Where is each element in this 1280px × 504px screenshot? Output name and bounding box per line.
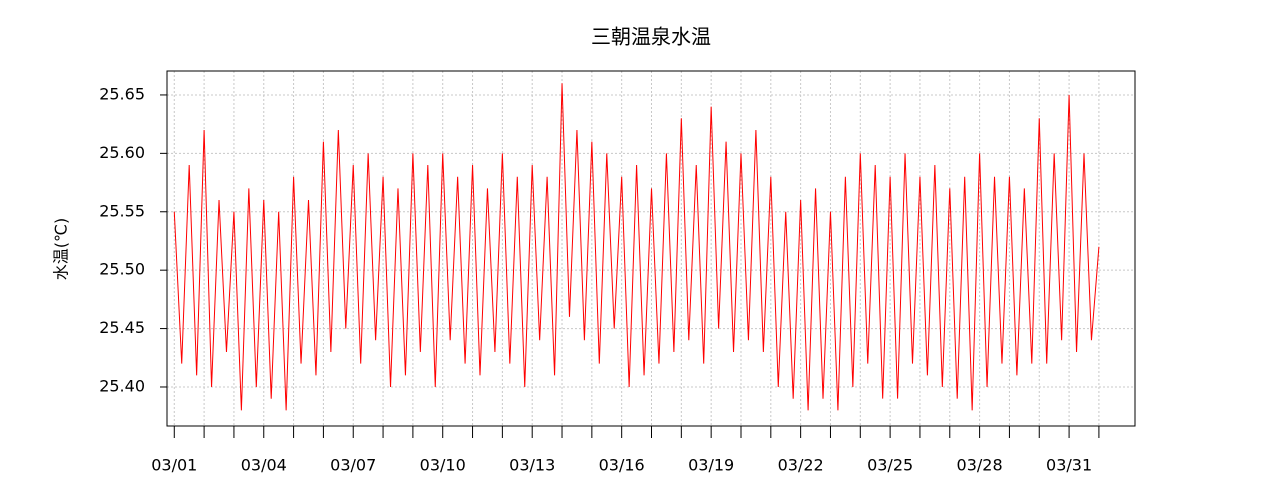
y-axis-title: 水温(℃) (52, 218, 71, 280)
x-tick-label: 03/19 (688, 456, 734, 475)
y-tick-label: 25.40 (99, 376, 145, 395)
x-tick-label: 03/16 (599, 456, 645, 475)
x-tick-label: 03/01 (151, 456, 197, 475)
x-tick-label: 03/07 (330, 456, 376, 475)
x-tick-label: 03/13 (509, 456, 555, 475)
y-tick-label: 25.60 (99, 143, 145, 162)
x-tick-label: 03/28 (957, 456, 1003, 475)
x-tick-label: 03/10 (420, 456, 466, 475)
plot-frame (166, 70, 1136, 427)
y-tick-label: 25.65 (99, 84, 145, 103)
x-tick-label: 03/22 (778, 456, 824, 475)
y-tick-label: 25.55 (99, 201, 145, 220)
chart-title: 三朝温泉水温 (591, 25, 711, 49)
y-tick-label: 25.50 (99, 260, 145, 279)
x-tick-label: 03/04 (241, 456, 287, 475)
x-tick-label: 03/25 (867, 456, 913, 475)
x-tick-label: 03/31 (1046, 456, 1092, 475)
data-line (173, 83, 1100, 411)
y-tick-label: 25.45 (99, 318, 145, 337)
